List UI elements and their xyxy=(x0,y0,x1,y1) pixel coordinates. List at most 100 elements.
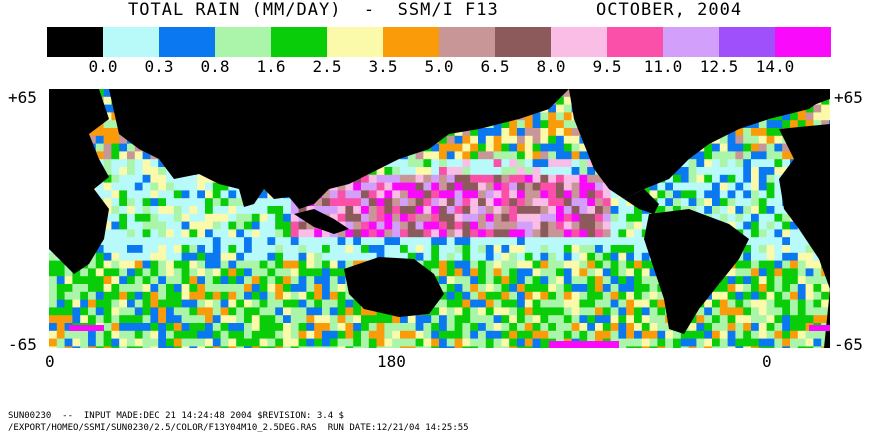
rain-cell xyxy=(423,198,432,207)
rain-cell xyxy=(485,151,494,160)
rain-cell xyxy=(634,323,643,332)
rain-cell xyxy=(329,346,338,348)
rain-cell xyxy=(470,237,479,246)
rain-cell xyxy=(470,174,479,183)
rain-cell xyxy=(150,307,159,316)
rain-cell xyxy=(80,291,89,300)
rain-cell xyxy=(579,206,588,215)
rain-cell xyxy=(267,198,276,207)
rain-cell xyxy=(244,330,253,339)
rain-cell xyxy=(556,128,565,137)
rain-cell xyxy=(423,260,432,269)
rain-cell xyxy=(556,96,565,105)
rain-cell xyxy=(688,198,697,207)
rain-cell xyxy=(353,323,362,332)
rain-cell xyxy=(462,346,471,348)
rain-cell xyxy=(173,307,182,316)
rain-cell xyxy=(618,323,627,332)
lon-label-left: 0 xyxy=(45,352,55,371)
rain-cell xyxy=(462,323,471,332)
rain-cell xyxy=(524,213,533,222)
rain-cell xyxy=(540,229,549,238)
rain-cell xyxy=(173,174,182,183)
rain-cell xyxy=(719,174,728,183)
rain-cell xyxy=(719,151,728,160)
rain-cell xyxy=(95,143,104,152)
rain-cell xyxy=(197,190,206,199)
rain-cell xyxy=(688,330,697,339)
rain-cell xyxy=(392,167,401,176)
rain-cell xyxy=(127,198,136,207)
rain-cell xyxy=(431,151,440,160)
rain-cell xyxy=(743,315,752,324)
rain-cell xyxy=(579,291,588,300)
rain-cell xyxy=(353,299,362,308)
rain-cell xyxy=(376,346,385,348)
rain-cell xyxy=(259,276,268,285)
rain-cell xyxy=(532,190,541,199)
rain-cell xyxy=(649,330,658,339)
rain-cell xyxy=(712,307,721,316)
legend-swatch xyxy=(271,27,327,57)
rain-cell xyxy=(626,315,635,324)
rain-cell xyxy=(111,135,120,144)
rain-cell xyxy=(813,346,822,348)
rain-cell xyxy=(423,182,432,191)
rain-cell xyxy=(181,206,190,215)
rain-cell xyxy=(649,338,658,347)
rain-cell xyxy=(446,151,455,160)
rain-cell xyxy=(134,229,143,238)
rain-cell xyxy=(743,143,752,152)
rain-cell xyxy=(766,338,775,347)
rain-cell xyxy=(454,315,463,324)
rain-cell xyxy=(166,252,175,261)
legend-swatch xyxy=(159,27,215,57)
rain-cell xyxy=(64,307,73,316)
rain-cell xyxy=(283,221,292,230)
rain-cell xyxy=(205,299,214,308)
rain-cell xyxy=(439,174,448,183)
rain-cell xyxy=(111,330,120,339)
rain-cell xyxy=(103,299,112,308)
rain-cell xyxy=(220,206,229,215)
rain-cell xyxy=(548,120,557,129)
rain-cell xyxy=(439,190,448,199)
rain-cell xyxy=(618,268,627,277)
rain-cell xyxy=(673,167,682,176)
rain-cell xyxy=(735,143,744,152)
rain-cell xyxy=(56,276,65,285)
rain-cell xyxy=(735,190,744,199)
rain-cell xyxy=(587,315,596,324)
rain-cell xyxy=(696,190,705,199)
rain-cell xyxy=(392,182,401,191)
rain-cell xyxy=(415,237,424,246)
rain-cell xyxy=(462,260,471,269)
rain-cell xyxy=(641,213,650,222)
rain-cell xyxy=(766,330,775,339)
rain-cell xyxy=(454,135,463,144)
legend-swatch xyxy=(495,27,551,57)
rain-cell xyxy=(751,268,760,277)
rain-cell xyxy=(290,260,299,269)
rain-cell xyxy=(751,206,760,215)
rain-cell xyxy=(704,299,713,308)
rain-cell xyxy=(205,190,214,199)
rain-cell xyxy=(56,338,65,347)
rain-cell xyxy=(556,143,565,152)
rain-cell xyxy=(782,143,791,152)
rain-cell xyxy=(532,229,541,238)
rain-cell xyxy=(142,206,151,215)
rain-cell xyxy=(774,237,783,246)
rain-cell xyxy=(478,291,487,300)
rain-cell xyxy=(439,307,448,316)
rain-cell xyxy=(56,260,65,269)
rain-cell xyxy=(56,323,65,332)
rain-cell xyxy=(283,338,292,347)
rain-cell xyxy=(727,346,736,348)
rain-cell xyxy=(509,252,518,261)
rain-cell xyxy=(103,346,112,348)
rain-cell xyxy=(103,96,112,105)
rain-cell xyxy=(95,268,104,277)
rain-cell xyxy=(719,291,728,300)
rain-cell xyxy=(641,260,650,269)
